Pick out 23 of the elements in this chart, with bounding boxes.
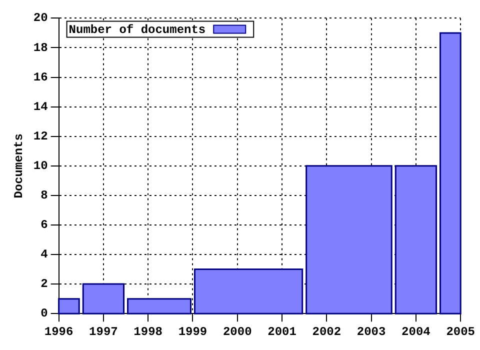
y-tick-label: 20 <box>33 11 48 26</box>
x-tick-label: 2002 <box>312 324 342 339</box>
y-axis-title: Documents <box>12 133 26 198</box>
y-tick-label: 6 <box>40 218 48 232</box>
y-tick-label: 14 <box>33 100 48 114</box>
y-tick-label: 8 <box>40 188 48 202</box>
y-tick-label: 0 <box>40 306 48 321</box>
y-tick-label: 12 <box>33 129 48 144</box>
x-tick-label: 1996 <box>44 324 74 339</box>
legend-label: Number of documents <box>68 23 206 38</box>
x-tick-label: 1998 <box>134 324 162 339</box>
y-tick-label: 10 <box>33 158 48 173</box>
y-tick-label: 2 <box>40 277 48 292</box>
x-tick-label: 2004 <box>402 324 430 339</box>
y-tick-label: 18 <box>33 40 48 55</box>
y-tick-label: 16 <box>33 70 48 84</box>
x-tick-label: 2001 <box>268 324 296 339</box>
y-tick-label: 4 <box>40 248 48 262</box>
x-tick-label: 2003 <box>356 324 386 339</box>
x-tick-label: 1997 <box>89 324 118 339</box>
x-tick-label: 1999 <box>178 324 208 339</box>
x-tick-label: 2000 <box>222 324 252 339</box>
x-tick-label: 2005 <box>446 324 476 339</box>
